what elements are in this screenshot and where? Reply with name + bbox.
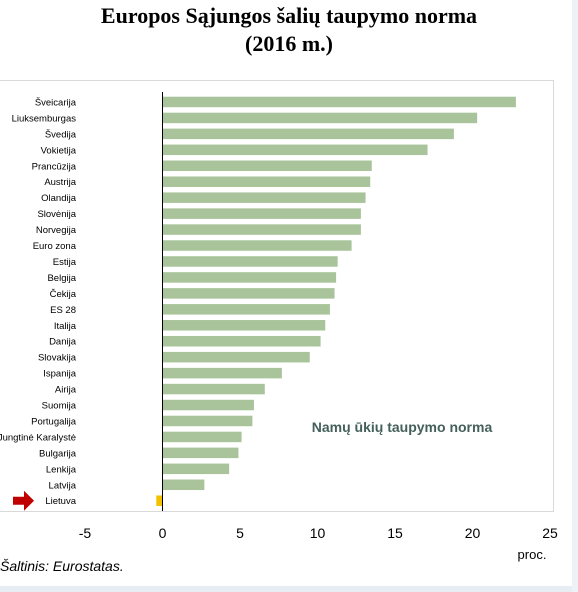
bar-21 bbox=[162, 431, 242, 443]
category-label-18: Airija bbox=[55, 385, 77, 396]
bar-15 bbox=[162, 335, 321, 347]
category-label-9: Euro zona bbox=[33, 241, 77, 252]
category-label-19: Suomija bbox=[42, 401, 77, 412]
bar-5 bbox=[162, 176, 371, 187]
x-tick-label-2: 5 bbox=[236, 525, 244, 541]
bar-22 bbox=[162, 447, 239, 459]
bar-7 bbox=[162, 208, 361, 219]
bar-14 bbox=[162, 320, 326, 331]
bar-11 bbox=[162, 272, 337, 283]
bar-10 bbox=[162, 256, 338, 267]
category-label-25: Lietuva bbox=[45, 496, 76, 507]
x-tick-label-4: 15 bbox=[387, 525, 403, 541]
bar-17 bbox=[162, 367, 282, 379]
bar-3 bbox=[162, 144, 428, 156]
x-tick-label-5: 20 bbox=[465, 525, 481, 541]
bar-2 bbox=[162, 128, 454, 140]
source-note: Šaltinis: Eurostatas. bbox=[0, 558, 124, 574]
category-label-20: Portugalija bbox=[31, 416, 77, 427]
category-label-21: Jungtinė Karalystė bbox=[0, 432, 76, 443]
bar-12 bbox=[162, 288, 335, 299]
category-label-16: Slovakija bbox=[38, 353, 77, 364]
x-tick-label-0: -5 bbox=[79, 525, 92, 541]
category-label-8: Norvegija bbox=[36, 225, 77, 236]
bar-13 bbox=[162, 304, 330, 315]
category-label-0: Šveicarija bbox=[35, 97, 77, 108]
bar-0 bbox=[162, 96, 516, 108]
bar-8 bbox=[162, 224, 361, 235]
bar-18 bbox=[162, 383, 265, 395]
chart-title-line2: (2016 m.) bbox=[245, 31, 333, 56]
category-label-24: Latvija bbox=[49, 480, 77, 491]
category-label-13: ES 28 bbox=[50, 305, 76, 316]
category-label-12: Čekija bbox=[50, 289, 77, 300]
x-axis-label: proc. bbox=[518, 547, 547, 562]
category-label-17: Ispanija bbox=[43, 369, 76, 380]
chart-annotation: Namų ūkių taupymo norma bbox=[312, 419, 493, 435]
category-label-4: Prancūzija bbox=[32, 161, 77, 172]
highlight-arrow bbox=[13, 490, 34, 511]
bar-4 bbox=[162, 160, 372, 172]
chart-frame bbox=[0, 80, 554, 512]
x-tick-label-1: 0 bbox=[159, 525, 167, 541]
category-label-7: Slovėnija bbox=[37, 209, 76, 220]
x-tick-label-6: 25 bbox=[542, 525, 558, 541]
category-label-1: Liuksemburgas bbox=[12, 113, 77, 124]
category-label-6: Olandija bbox=[41, 193, 77, 204]
bar-1 bbox=[162, 112, 478, 124]
bar-6 bbox=[162, 192, 366, 203]
x-tick-label-3: 10 bbox=[310, 525, 326, 541]
category-label-23: Lenkija bbox=[46, 464, 77, 475]
category-label-5: Austrija bbox=[44, 177, 76, 188]
bar-19 bbox=[162, 399, 254, 411]
bar-24 bbox=[162, 479, 205, 491]
right-strip bbox=[572, 0, 578, 592]
category-label-10: Estija bbox=[53, 257, 77, 268]
category-label-14: Italija bbox=[54, 321, 77, 332]
chart-title-line1: Europos Sąjungos šalių taupymo norma bbox=[100, 3, 478, 28]
category-label-22: Bulgarija bbox=[39, 448, 77, 459]
category-label-15: Danija bbox=[49, 337, 77, 348]
category-label-3: Vokietija bbox=[41, 145, 77, 156]
bar-9 bbox=[162, 240, 352, 251]
chart-title: Europos Sąjungos šalių taupymo norma (20… bbox=[0, 2, 578, 58]
bar-23 bbox=[162, 463, 230, 475]
category-label-11: Belgija bbox=[47, 273, 76, 284]
bar-20 bbox=[162, 415, 253, 427]
bottom-strip bbox=[0, 586, 578, 592]
bar-25 bbox=[156, 495, 163, 506]
bar-16 bbox=[162, 351, 310, 363]
category-label-2: Švedija bbox=[45, 129, 77, 140]
